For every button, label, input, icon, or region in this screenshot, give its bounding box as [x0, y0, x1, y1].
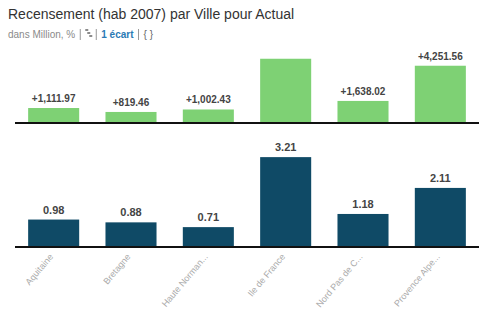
separator	[96, 29, 97, 40]
bar	[415, 188, 466, 247]
bar	[28, 108, 79, 123]
separator	[80, 29, 81, 40]
axis-range-end	[15, 135, 479, 136]
axis-line	[15, 122, 479, 124]
annotation: 1 écart	[101, 29, 134, 40]
bar	[183, 227, 234, 247]
bar	[415, 66, 466, 123]
bars	[28, 59, 466, 123]
x-tick-label: Ile de France	[246, 252, 287, 299]
bar	[105, 222, 156, 247]
data-label: 3.21	[275, 141, 296, 153]
x-tick-label: Aquitaine	[23, 252, 55, 287]
data-label: +1,111.97	[32, 93, 76, 104]
data-label: 1.18	[352, 198, 373, 210]
chart: Recensement (hab 2007) par Ville pour Ac…	[0, 0, 499, 317]
annotation: { }	[144, 29, 154, 40]
data-label: 0.88	[120, 206, 141, 218]
bar	[260, 157, 311, 247]
bar	[105, 112, 156, 123]
bar	[337, 101, 388, 123]
axis-line	[15, 246, 479, 248]
bar	[260, 59, 311, 123]
bar	[28, 220, 79, 247]
data-label: 0.98	[43, 204, 64, 216]
bar	[337, 214, 388, 247]
data-label: 2.11	[430, 172, 451, 184]
data-label: 0.71	[198, 211, 219, 223]
x-tick-label: Haute Norman...	[160, 252, 210, 309]
data-label: +1,638.02	[341, 86, 386, 97]
x-tick-label: Provence Alpe...	[392, 252, 442, 309]
data-label: +1,002.43	[186, 94, 231, 105]
x-tick-label: Nord Pas de C...	[314, 252, 364, 309]
icon	[85, 30, 92, 36]
axis-range-end	[15, 57, 479, 58]
bars	[28, 157, 466, 247]
separator	[138, 29, 139, 40]
subtitle: dans Million, %	[8, 29, 75, 40]
data-label: +819.46	[113, 97, 150, 108]
title: Recensement (hab 2007) par Ville pour Ac…	[8, 6, 294, 22]
data-label: +4,251.56	[418, 51, 463, 62]
bar	[183, 109, 234, 123]
x-tick-label: Bretagne	[101, 252, 132, 286]
